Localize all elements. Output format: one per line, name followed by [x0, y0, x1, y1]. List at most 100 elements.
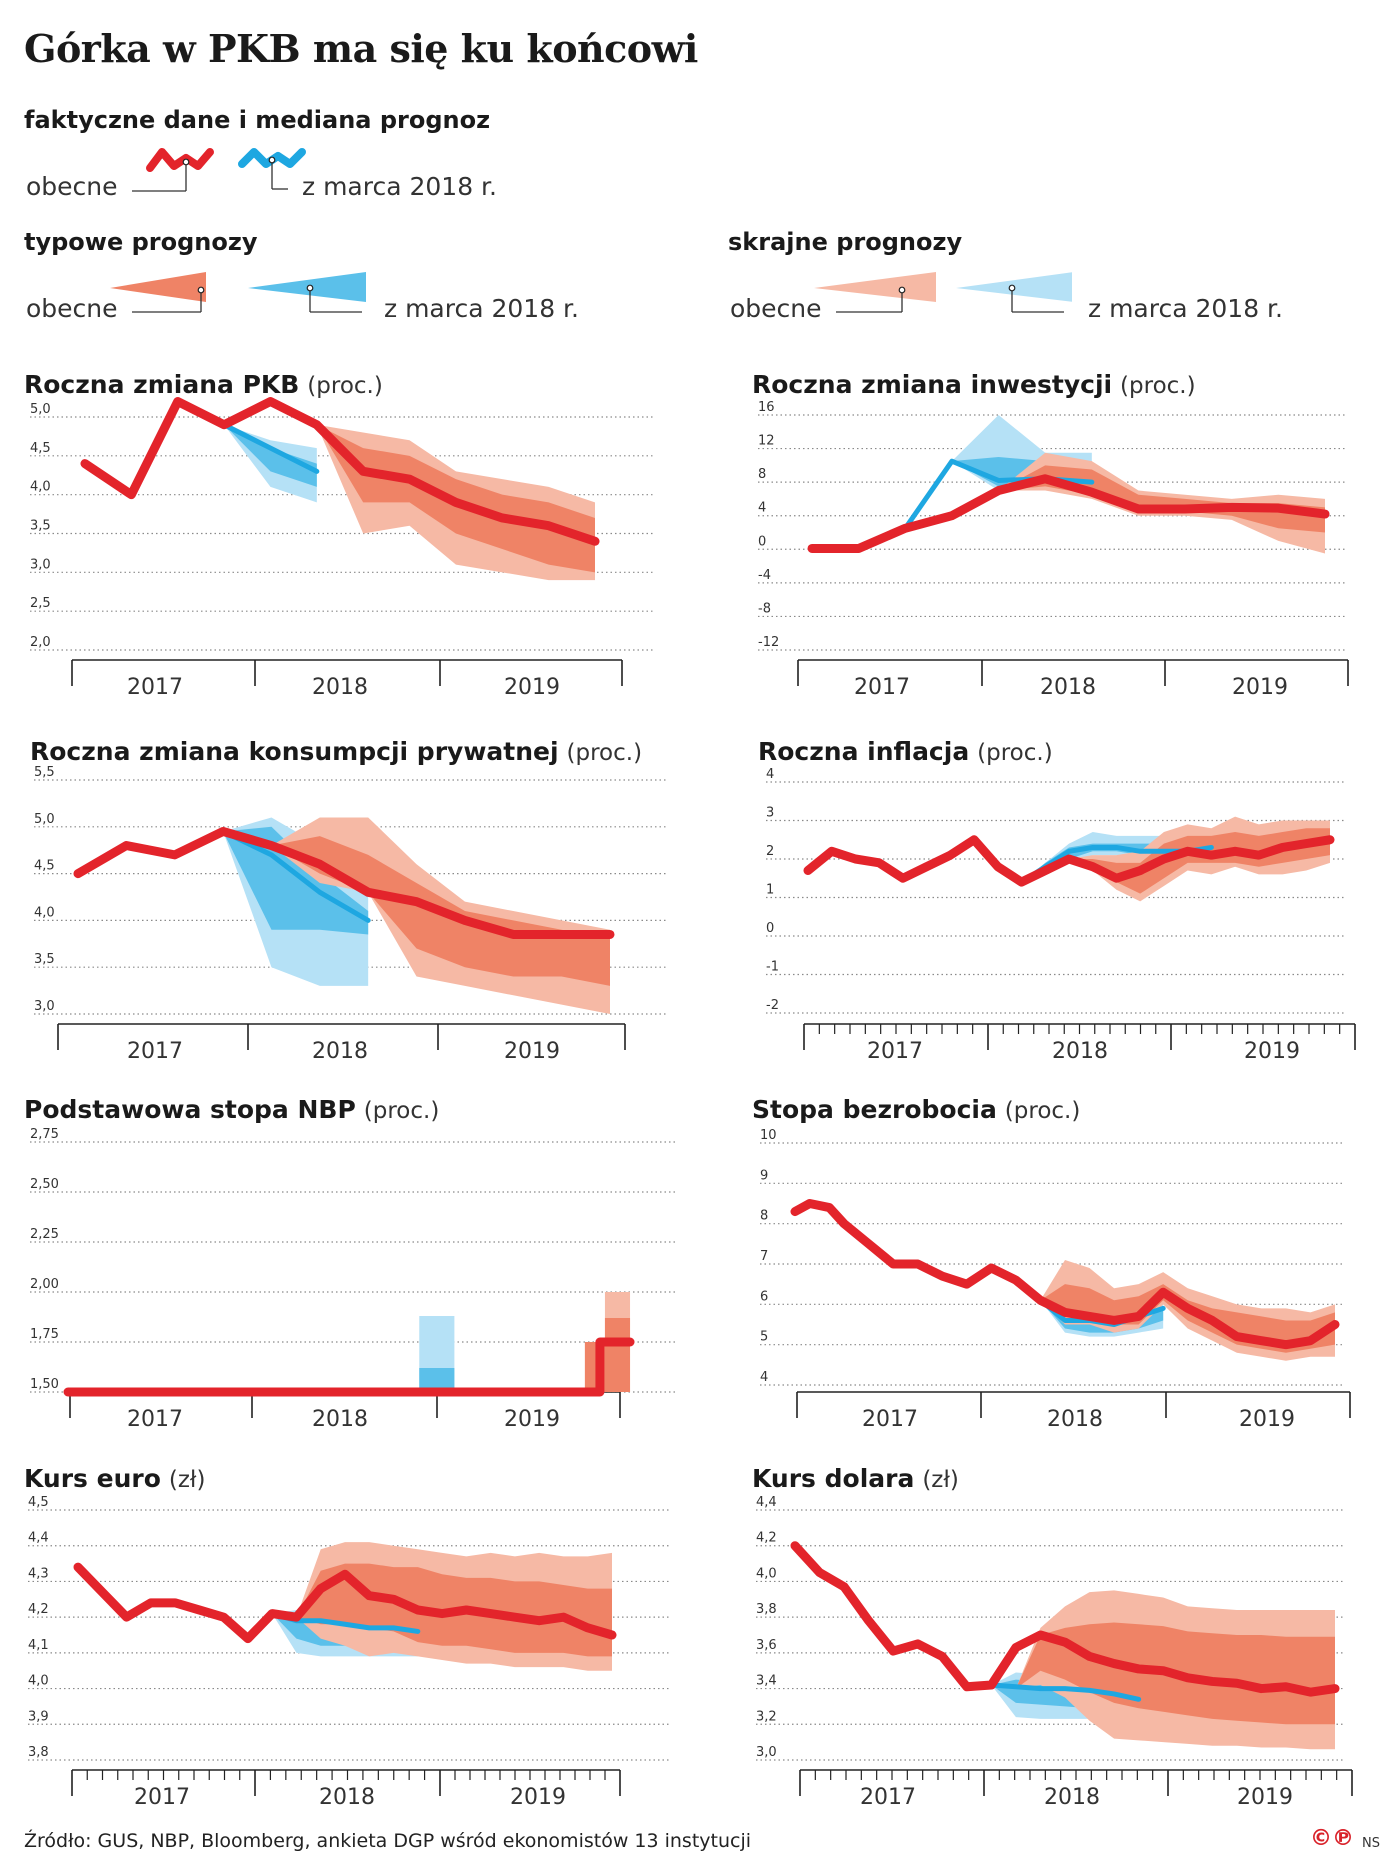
page-title: Górka w PKB ma się ku końcowi — [24, 26, 698, 71]
legend-extreme-heading: skrajne prognozy — [728, 228, 963, 256]
y-tick-label: 3,0 — [30, 557, 51, 572]
y-tick-label: 8 — [760, 1209, 768, 1224]
y-tick-label: 4,0 — [34, 905, 55, 920]
y-tick-label: 5 — [760, 1330, 768, 1345]
y-tick-label: 4,0 — [28, 1674, 49, 1689]
y-tick-label: -1 — [766, 960, 779, 975]
y-tick-label: 4,3 — [28, 1566, 49, 1581]
y-tick-label: 9 — [760, 1168, 768, 1183]
y-tick-label: -12 — [758, 635, 779, 650]
march-median-line-swatch — [238, 148, 306, 190]
current-forecast-band — [1069, 828, 1330, 894]
y-tick-label: 3,6 — [756, 1638, 777, 1653]
publisher-logo: ©℗ — [1310, 1826, 1354, 1851]
y-tick-label: 5,0 — [30, 402, 51, 417]
y-tick-label: 2,0 — [30, 635, 51, 650]
year-label: 2019 — [1232, 675, 1288, 700]
year-label: 2018 — [312, 1407, 368, 1432]
year-label: 2018 — [312, 675, 368, 700]
legend-current-extreme-label: obecne — [730, 294, 822, 323]
y-tick-label: 5,5 — [34, 765, 55, 780]
year-label: 2018 — [1047, 1407, 1103, 1432]
y-tick-label: 3,8 — [28, 1745, 49, 1760]
chart-title-inflation: Roczna inflacja (proc.) — [758, 737, 1053, 766]
y-tick-label: 4,4 — [28, 1531, 49, 1546]
current-median-line — [790, 1199, 1340, 1350]
y-tick-label: 12 — [758, 434, 775, 449]
chart-title-unemployment: Stopa bezrobocia (proc.) — [752, 1095, 1081, 1124]
year-label: 2017 — [127, 1407, 183, 1432]
y-tick-label: 3,5 — [34, 952, 55, 967]
year-label: 2017 — [867, 1039, 923, 1064]
year-label: 2018 — [312, 1039, 368, 1064]
y-tick-label: 3,2 — [756, 1709, 777, 1724]
march-median-line — [221, 422, 320, 474]
legend-medians-heading: faktyczne dane i mediana prognoz — [24, 106, 491, 134]
y-tick-label: 3,0 — [34, 999, 55, 1014]
y-tick-label: 4 — [766, 767, 774, 782]
y-tick-label: 4,5 — [30, 441, 51, 456]
legend-march-line-label: z marca 2018 r. — [302, 172, 497, 201]
legend-march-typical-label: z marca 2018 r. — [384, 294, 579, 323]
chart-title-investment: Roczna zmiana inwestycji (proc.) — [752, 370, 1196, 399]
y-tick-label: 4,0 — [30, 480, 51, 495]
year-label: 2019 — [504, 1407, 560, 1432]
y-tick-label: 16 — [758, 400, 775, 415]
march-forecast-band — [223, 826, 369, 935]
y-tick-label: 4,5 — [28, 1495, 49, 1510]
y-tick-label: 4 — [758, 501, 766, 516]
y-tick-label: 4,1 — [28, 1638, 49, 1653]
y-tick-label: 3,8 — [756, 1602, 777, 1617]
y-tick-label: 1,75 — [30, 1327, 59, 1342]
legend-current-line-label: obecne — [26, 172, 118, 201]
y-tick-label: 4,4 — [756, 1495, 777, 1510]
y-tick-label: 4,2 — [28, 1602, 49, 1617]
year-label: 2017 — [860, 1785, 916, 1810]
current-median-line — [73, 1562, 617, 1644]
source-note: Źródło: GUS, NBP, Bloomberg, ankieta DGP… — [24, 1830, 752, 1852]
chart-title-gdp: Roczna zmiana PKB (proc.) — [24, 370, 383, 399]
y-tick-label: 0 — [758, 534, 766, 549]
march-median-line — [988, 1682, 1142, 1702]
y-tick-label: 6 — [760, 1289, 768, 1304]
year-label: 2019 — [1244, 1039, 1300, 1064]
y-tick-label: -2 — [766, 998, 779, 1013]
y-tick-label: 4 — [760, 1370, 768, 1385]
legend-current-typical-label: obecne — [26, 294, 118, 323]
year-label: 2017 — [862, 1407, 918, 1432]
year-label: 2019 — [1239, 1407, 1295, 1432]
y-tick-label: 2,5 — [30, 596, 51, 611]
year-label: 2017 — [127, 1039, 183, 1064]
year-label: 2018 — [319, 1785, 375, 1810]
year-label: 2017 — [854, 675, 910, 700]
y-tick-label: 3,9 — [28, 1709, 49, 1724]
legend-march-extreme-label: z marca 2018 r. — [1088, 294, 1283, 323]
y-tick-label: 7 — [760, 1249, 768, 1264]
y-tick-label: -8 — [758, 601, 771, 616]
legend-typical-heading: typowe prognozy — [24, 228, 258, 256]
y-tick-label: 3,4 — [756, 1674, 777, 1689]
y-tick-label: 3,0 — [756, 1745, 777, 1760]
typical-forecast-swatches — [110, 272, 366, 313]
y-tick-label: 2 — [766, 844, 774, 859]
chart-title-usd: Kurs dolara (zł) — [752, 1464, 959, 1493]
extreme-forecast-swatches — [814, 272, 1072, 313]
y-tick-label: -4 — [758, 568, 771, 583]
y-tick-label: 2,75 — [30, 1127, 59, 1142]
year-label: 2018 — [1052, 1039, 1108, 1064]
current-median-line — [807, 474, 1330, 553]
y-tick-label: 8 — [758, 467, 766, 482]
y-tick-label: 4,5 — [34, 859, 55, 874]
y-tick-label: 2,50 — [30, 1177, 59, 1192]
y-tick-label: 2,25 — [30, 1227, 59, 1242]
y-tick-label: 10 — [760, 1128, 777, 1143]
march-forecast-band — [419, 1368, 455, 1392]
